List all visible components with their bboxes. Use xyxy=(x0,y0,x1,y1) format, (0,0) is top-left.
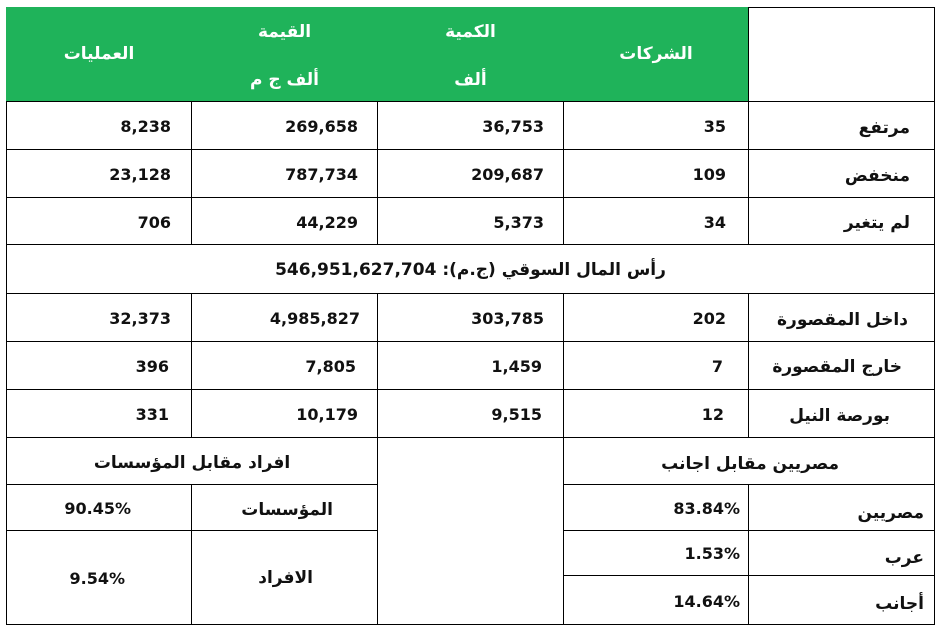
foreigners-label: أجانب xyxy=(875,594,924,614)
institutions-pct: 90.45% xyxy=(64,499,131,518)
row-up-value: 269,658 xyxy=(191,101,378,150)
row-down-label-text: منخفض xyxy=(844,166,910,186)
row-up-operations-value: 8,238 xyxy=(120,117,171,136)
row-unchanged-operations: 706 xyxy=(6,197,192,245)
row-nile-market-quantity: 9,515 xyxy=(377,389,564,438)
row-nile-market-companies: 12 xyxy=(563,389,749,438)
row-up-companies: 35 xyxy=(563,101,749,150)
row-nile-market-operations-value: 331 xyxy=(135,405,169,424)
row-nile-market-companies-value: 12 xyxy=(701,405,724,424)
arabs-pct-cell: 1.53% xyxy=(563,530,749,576)
row-unchanged-companies: 34 xyxy=(563,197,749,245)
foreigners-pct-cell: 14.64% xyxy=(563,575,749,625)
institutions-label: المؤسسات xyxy=(241,500,333,520)
individuals-vs-institutions-title: افراد مقابل المؤسسات xyxy=(93,453,291,473)
individuals-pct-cell: 9.54% xyxy=(6,530,192,625)
row-main-market-operations: 32,373 xyxy=(6,293,192,342)
row-unchanged-companies-value: 34 xyxy=(703,213,726,232)
row-outside-market-label: خارج المقصورة xyxy=(748,341,935,390)
header-value-unit: ألف ج م xyxy=(249,70,319,90)
header-quantity-label: الكمية xyxy=(445,22,496,42)
row-down-quantity-value: 209,687 xyxy=(471,165,544,184)
header-operations-cell: العمليات xyxy=(6,7,192,102)
foreigners-pct: 14.64% xyxy=(673,592,740,611)
row-up-operations: 8,238 xyxy=(6,101,192,150)
row-main-market-value-value: 4,985,827 xyxy=(269,309,360,328)
row-down-companies: 109 xyxy=(563,149,749,198)
individuals-label: الافراد xyxy=(258,568,313,588)
individuals-label-cell: الافراد xyxy=(191,530,378,625)
row-outside-market-operations: 396 xyxy=(6,341,192,390)
row-nile-market-label: بورصة النيل xyxy=(748,389,935,438)
arabs-label: عرب xyxy=(884,548,924,568)
row-outside-market-quantity-value: 1,459 xyxy=(491,357,542,376)
row-outside-market-quantity: 1,459 xyxy=(377,341,564,390)
individuals-vs-institutions-title-cell: افراد مقابل المؤسسات xyxy=(6,437,378,485)
row-main-market-quantity-value: 303,785 xyxy=(471,309,544,328)
header-companies-cell: الشركات xyxy=(563,7,749,102)
row-outside-market-operations-value: 396 xyxy=(135,357,169,376)
header-quantity-cell: الكمية ألف xyxy=(377,7,564,102)
row-unchanged-label: لم يتغير xyxy=(748,197,935,245)
row-down-quantity: 209,687 xyxy=(377,149,564,198)
arabs-label-cell: عرب xyxy=(748,530,935,576)
row-outside-market-value: 7,805 xyxy=(191,341,378,390)
header-corner-cell xyxy=(748,7,935,102)
egyptians-pct: 83.84% xyxy=(673,499,740,518)
row-down-value: 787,734 xyxy=(191,149,378,198)
row-main-market-operations-value: 32,373 xyxy=(109,309,171,328)
individuals-pct: 9.54% xyxy=(69,569,125,588)
egyptians-pct-cell: 83.84% xyxy=(563,484,749,531)
header-operations-label: العمليات xyxy=(63,44,135,64)
row-down-label: منخفض xyxy=(748,149,935,198)
row-main-market-label: داخل المقصورة xyxy=(748,293,935,342)
row-unchanged-operations-value: 706 xyxy=(137,213,171,232)
row-down-value-value: 787,734 xyxy=(285,165,358,184)
institutions-label-cell: المؤسسات xyxy=(191,484,378,531)
row-down-operations-value: 23,128 xyxy=(109,165,171,184)
row-main-market-value: 4,985,827 xyxy=(191,293,378,342)
row-nile-market-value-value: 10,179 xyxy=(296,405,358,424)
row-main-market-companies: 202 xyxy=(563,293,749,342)
row-unchanged-value-value: 44,229 xyxy=(296,213,358,232)
row-up-quantity-value: 36,753 xyxy=(482,117,544,136)
foreigners-label-cell: أجانب xyxy=(748,575,935,625)
row-down-operations: 23,128 xyxy=(6,149,192,198)
row-outside-market-label-text: خارج المقصورة xyxy=(772,357,902,377)
row-up-value-value: 269,658 xyxy=(285,117,358,136)
row-outside-market-companies: 7 xyxy=(563,341,749,390)
market-cap-row: رأس المال السوقي (ج.م): 546,951,627,704 xyxy=(6,244,935,294)
egyptians-label-cell: مصريين xyxy=(748,484,935,531)
row-up-label-text: مرتفع xyxy=(858,118,910,138)
row-outside-market-value-value: 7,805 xyxy=(305,357,356,376)
institutions-pct-cell: 90.45% xyxy=(6,484,192,531)
header-companies-label: الشركات xyxy=(619,44,693,64)
header-value-cell: القيمة ألف ج م xyxy=(191,7,378,102)
row-down-companies-value: 109 xyxy=(692,165,726,184)
row-unchanged-value: 44,229 xyxy=(191,197,378,245)
row-up-companies-value: 35 xyxy=(703,117,726,136)
egyptians-vs-foreigners-title-cell: مصريين مقابل اجانب xyxy=(563,437,935,485)
row-up-label: مرتفع xyxy=(748,101,935,150)
row-unchanged-quantity-value: 5,373 xyxy=(493,213,544,232)
egyptians-label: مصريين xyxy=(857,503,924,523)
row-outside-market-companies-value: 7 xyxy=(711,357,723,376)
egyptians-vs-foreigners-title: مصريين مقابل اجانب xyxy=(661,454,839,474)
row-nile-market-value: 10,179 xyxy=(191,389,378,438)
arabs-pct: 1.53% xyxy=(684,544,740,563)
row-main-market-quantity: 303,785 xyxy=(377,293,564,342)
header-quantity-unit: ألف xyxy=(454,70,487,90)
row-nile-market-label-text: بورصة النيل xyxy=(789,406,890,426)
header-value-label: القيمة xyxy=(257,22,312,42)
row-up-quantity: 36,753 xyxy=(377,101,564,150)
middle-blank-cell xyxy=(377,437,564,625)
row-unchanged-quantity: 5,373 xyxy=(377,197,564,245)
row-main-market-label-text: داخل المقصورة xyxy=(777,310,908,330)
market-cap-text: رأس المال السوقي (ج.م): 546,951,627,704 xyxy=(275,260,666,280)
row-nile-market-quantity-value: 9,515 xyxy=(491,405,542,424)
row-nile-market-operations: 331 xyxy=(6,389,192,438)
row-main-market-companies-value: 202 xyxy=(692,309,726,328)
row-unchanged-label-text: لم يتغير xyxy=(843,213,910,233)
